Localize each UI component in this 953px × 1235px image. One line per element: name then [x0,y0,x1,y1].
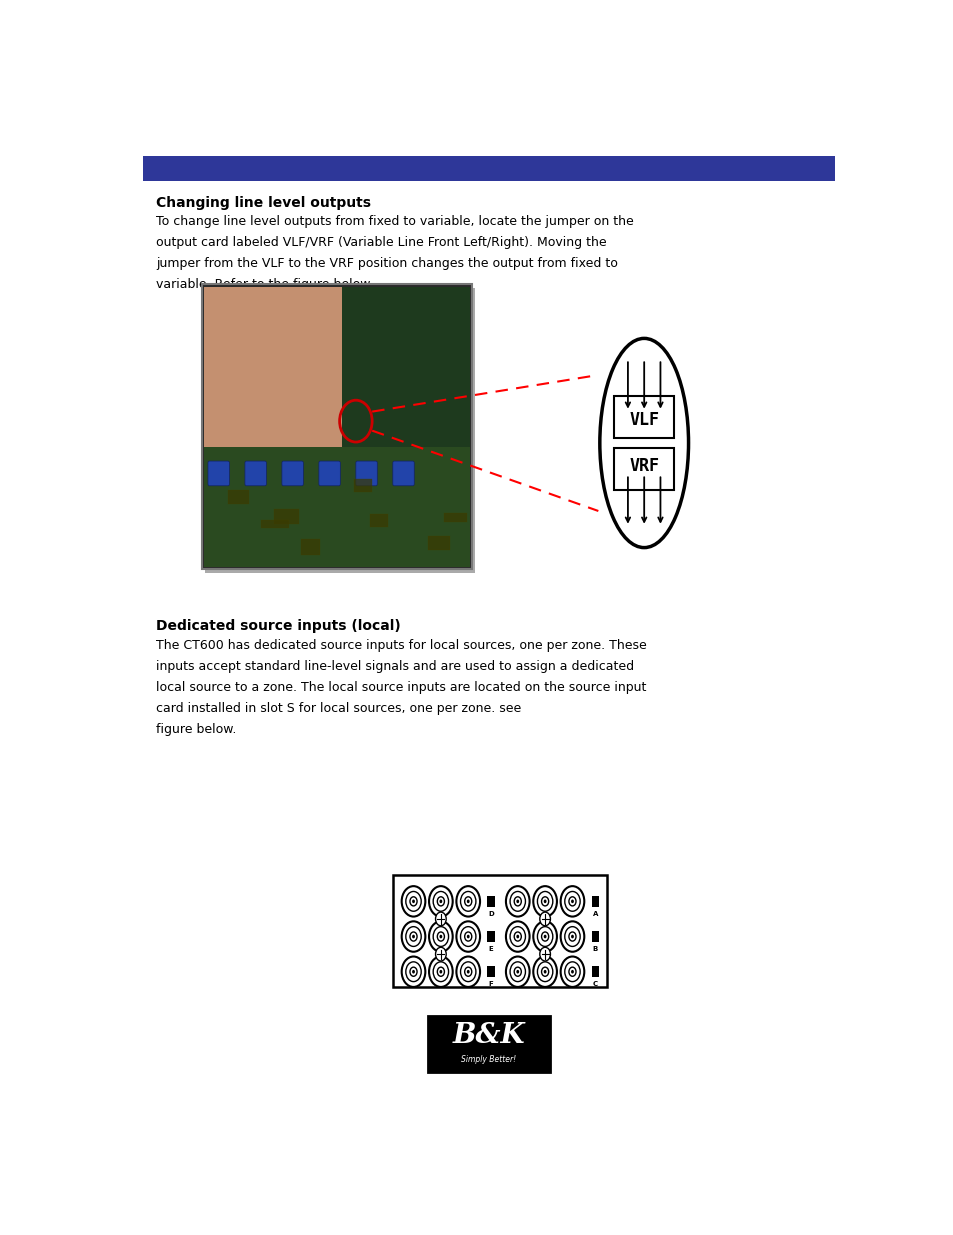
FancyBboxPatch shape [591,895,598,906]
FancyBboxPatch shape [487,966,495,977]
FancyBboxPatch shape [318,461,340,485]
Circle shape [439,969,442,973]
Text: B: B [592,946,598,952]
Circle shape [466,899,469,903]
FancyBboxPatch shape [274,509,298,525]
FancyBboxPatch shape [245,461,266,485]
Circle shape [516,935,518,939]
Circle shape [466,935,469,939]
Text: jumper from the VLF to the VRF position changes the output from fixed to: jumper from the VLF to the VRF position … [156,257,618,269]
Text: Changing line level outputs: Changing line level outputs [156,196,371,210]
FancyBboxPatch shape [428,1016,549,1072]
Text: C: C [592,982,598,987]
Circle shape [466,969,469,973]
Text: F: F [488,982,493,987]
Circle shape [439,935,442,939]
FancyBboxPatch shape [355,461,376,485]
Circle shape [516,899,518,903]
FancyBboxPatch shape [300,538,319,556]
Text: B&K: B&K [452,1023,525,1050]
Circle shape [412,969,415,973]
Polygon shape [204,287,342,461]
Text: VRF: VRF [629,457,659,475]
FancyBboxPatch shape [591,966,598,977]
FancyBboxPatch shape [205,288,475,573]
Circle shape [571,935,574,939]
FancyBboxPatch shape [202,284,472,569]
Circle shape [571,969,574,973]
Text: A: A [592,911,598,916]
FancyBboxPatch shape [591,931,598,942]
Circle shape [436,947,446,961]
FancyBboxPatch shape [393,461,414,485]
Text: figure below.: figure below. [156,722,236,736]
FancyBboxPatch shape [208,461,229,485]
FancyBboxPatch shape [204,447,469,567]
FancyBboxPatch shape [487,931,495,942]
Text: inputs accept standard line-level signals and are used to assign a dedicated: inputs accept standard line-level signal… [156,659,634,673]
Text: E: E [488,946,493,952]
Circle shape [439,899,442,903]
FancyBboxPatch shape [228,490,249,504]
Circle shape [539,947,550,961]
FancyBboxPatch shape [204,287,469,567]
Circle shape [539,913,550,926]
Circle shape [571,899,574,903]
FancyBboxPatch shape [143,156,834,180]
Text: local source to a zone. The local source inputs are located on the source input: local source to a zone. The local source… [156,680,646,694]
Text: variable. Refer to the figure below.: variable. Refer to the figure below. [156,278,374,290]
FancyBboxPatch shape [282,461,303,485]
Circle shape [543,935,546,939]
FancyBboxPatch shape [260,520,289,527]
Text: Simply Better!: Simply Better! [461,1055,516,1063]
FancyBboxPatch shape [487,895,495,906]
Circle shape [516,969,518,973]
Circle shape [436,913,446,926]
Text: To change line level outputs from fixed to variable, locate the jumper on the: To change line level outputs from fixed … [156,215,634,227]
Ellipse shape [599,338,688,547]
FancyBboxPatch shape [370,514,388,526]
FancyBboxPatch shape [393,874,606,987]
Text: card installed in slot S for local sources, one per zone. see: card installed in slot S for local sourc… [156,701,521,715]
FancyBboxPatch shape [444,514,466,521]
FancyBboxPatch shape [614,448,674,490]
FancyBboxPatch shape [614,396,674,438]
Text: D: D [488,911,494,916]
Text: output card labeled VLF/VRF (Variable Line Front Left/Right). Moving the: output card labeled VLF/VRF (Variable Li… [156,236,606,248]
Text: The CT600 has dedicated source inputs for local sources, one per zone. These: The CT600 has dedicated source inputs fo… [156,638,646,652]
Circle shape [543,899,546,903]
Text: VLF: VLF [629,411,659,429]
Text: Dedicated source inputs (local): Dedicated source inputs (local) [156,619,400,632]
FancyBboxPatch shape [428,536,450,551]
FancyBboxPatch shape [204,291,339,450]
Circle shape [543,969,546,973]
Circle shape [412,935,415,939]
Circle shape [412,899,415,903]
FancyBboxPatch shape [354,479,372,493]
